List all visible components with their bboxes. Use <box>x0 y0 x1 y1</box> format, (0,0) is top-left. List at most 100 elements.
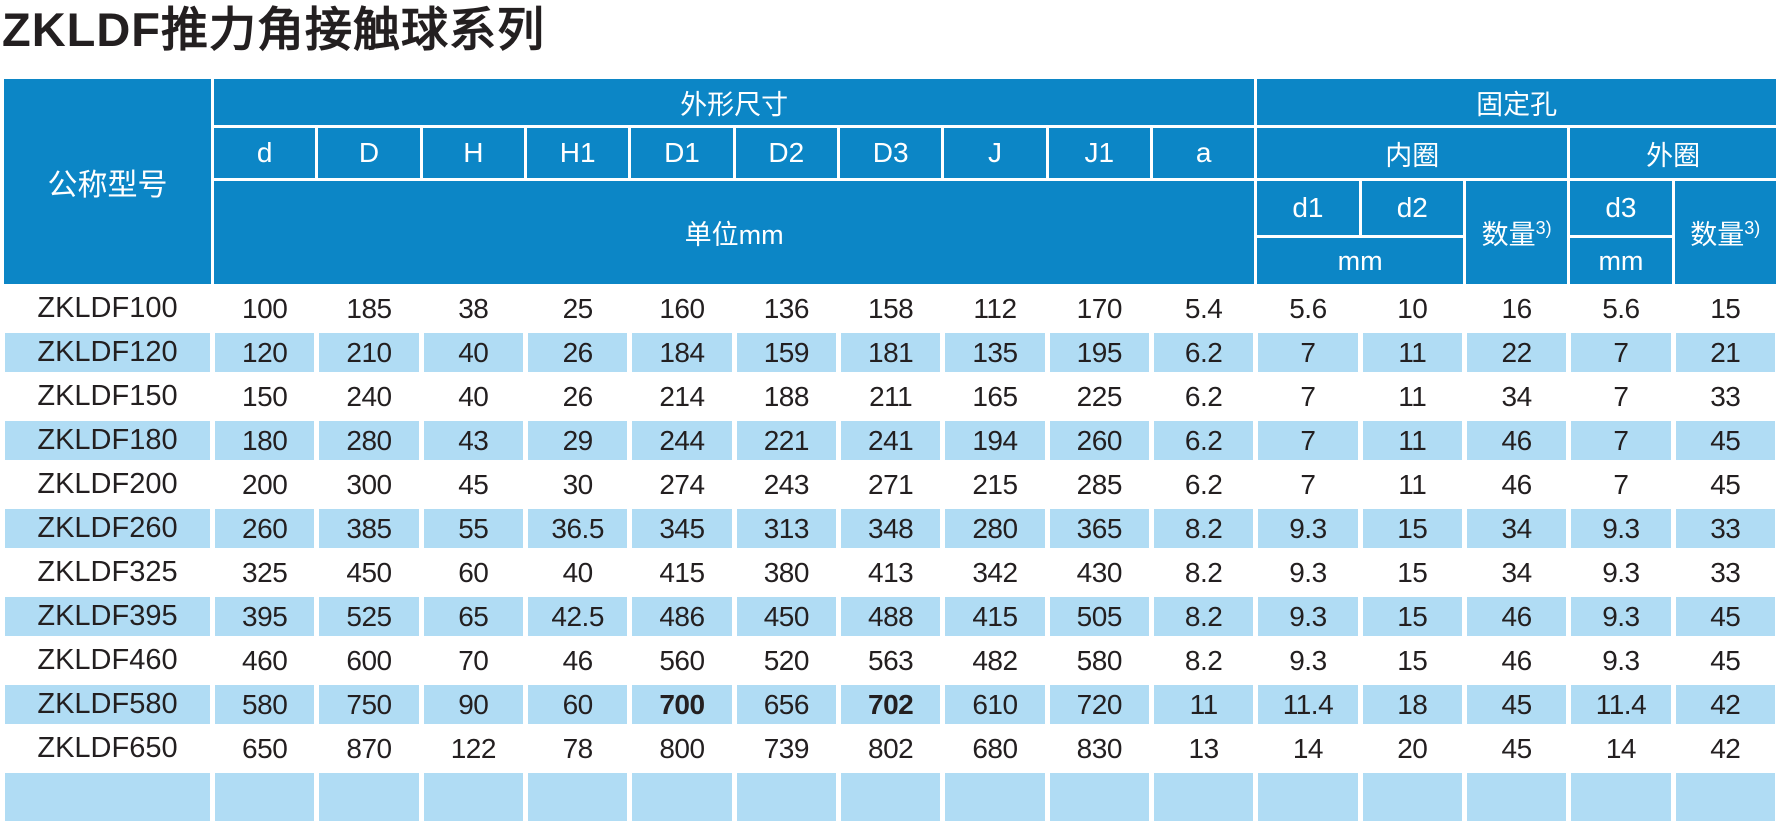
value-cell: 580 <box>209 680 320 729</box>
table-row: ZKLDF580 580 750 90 60 700 656 702 610 720 11 11.4 1… <box>0 680 1781 729</box>
value-cell: 8.2 <box>1148 592 1259 641</box>
value-cell: 46 <box>1461 636 1572 685</box>
value-cell: 26 <box>522 328 633 377</box>
model-cell: ZKLDF150 <box>0 372 215 421</box>
empty-cell <box>1461 768 1572 826</box>
col-header-inner-quantity: 数量3) <box>1462 178 1571 288</box>
group-header-inner-ring: 内圈 <box>1254 125 1571 181</box>
value-cell: 15 <box>1357 592 1467 641</box>
value-cell: 460 <box>209 636 320 685</box>
value-cell: 11 <box>1357 328 1467 377</box>
value-cell: 16 <box>1461 284 1572 333</box>
value-cell: 260 <box>1044 416 1154 465</box>
value-cell: 7 <box>1253 416 1363 465</box>
table-row: ZKLDF650 650 870 122 78 800 739 802 680 830 13 14 20… <box>0 724 1781 773</box>
value-cell: 9.3 <box>1253 504 1363 553</box>
value-cell: 18 <box>1357 680 1467 729</box>
value-cell: 486 <box>627 592 737 641</box>
value-cell: 11.4 <box>1566 680 1676 729</box>
value-cell: 136 <box>731 284 841 333</box>
value-cell: 30 <box>522 460 633 509</box>
table-row: ZKLDF150 150 240 40 26 214 188 211 165 225 6.2 7 11 3… <box>0 372 1781 421</box>
value-cell: 6.2 <box>1148 460 1259 509</box>
value-cell: 7 <box>1253 372 1363 421</box>
col-header-H: H <box>419 125 527 181</box>
value-cell: 38 <box>418 284 528 333</box>
value-cell: 600 <box>314 636 424 685</box>
value-cell: 78 <box>522 724 633 773</box>
value-cell: 120 <box>209 328 320 377</box>
value-cell: 45 <box>1670 636 1781 685</box>
value-cell: 158 <box>835 284 946 333</box>
model-cell: ZKLDF395 <box>0 592 215 641</box>
value-cell: 11.4 <box>1253 680 1363 729</box>
value-cell: 46 <box>522 636 633 685</box>
col-header-model: 公称型号 <box>1 76 214 288</box>
value-cell: 325 <box>209 548 320 597</box>
value-cell: 29 <box>522 416 633 465</box>
value-cell: 5.6 <box>1566 284 1676 333</box>
col-header-a: a <box>1149 125 1258 181</box>
value-cell: 22 <box>1461 328 1572 377</box>
footnote-marker: 3) <box>1744 218 1761 238</box>
value-cell: 45 <box>418 460 528 509</box>
value-cell: 14 <box>1253 724 1363 773</box>
value-cell: 9.3 <box>1566 504 1676 553</box>
value-cell: 42.5 <box>522 592 633 641</box>
value-cell: 8.2 <box>1148 636 1259 685</box>
value-cell: 45 <box>1461 680 1572 729</box>
table-row: ZKLDF200 200 300 45 30 274 243 271 215 285 6.2 7 11 4… <box>0 460 1781 509</box>
value-cell: 9.3 <box>1253 548 1363 597</box>
footnote-marker: 3) <box>1535 218 1552 238</box>
value-cell: 505 <box>1044 592 1154 641</box>
value-cell: 195 <box>1044 328 1154 377</box>
value-cell: 488 <box>835 592 946 641</box>
value-cell: 802 <box>835 724 946 773</box>
value-cell: 450 <box>731 592 841 641</box>
value-cell: 15 <box>1357 504 1467 553</box>
value-cell: 720 <box>1044 680 1154 729</box>
value-cell: 415 <box>627 548 737 597</box>
model-cell: ZKLDF200 <box>0 460 215 509</box>
col-header-d3: d3 <box>1567 178 1675 238</box>
value-cell: 413 <box>835 548 946 597</box>
value-cell: 6.2 <box>1148 372 1259 421</box>
value-cell: 430 <box>1044 548 1154 597</box>
value-cell: 194 <box>940 416 1050 465</box>
empty-cell <box>1357 768 1467 826</box>
value-cell: 170 <box>1044 284 1154 333</box>
model-cell: ZKLDF180 <box>0 416 215 465</box>
col-header-d: d <box>210 125 319 181</box>
header-row-columns: d D H H1 D1 D2 D3 J J1 a 内圈 外圈 <box>3 125 1779 181</box>
value-cell: 11 <box>1357 372 1467 421</box>
value-cell: 241 <box>835 416 946 465</box>
value-cell: 244 <box>627 416 737 465</box>
value-cell: 274 <box>627 460 737 509</box>
group-header-outer-ring: 外圈 <box>1567 125 1779 181</box>
table-row: ZKLDF180 180 280 43 29 244 221 241 194 260 6.2 7 11 4… <box>0 416 1781 465</box>
value-cell: 5.4 <box>1148 284 1259 333</box>
table-row: ZKLDF120 120 210 40 26 184 159 181 135 195 6.2 7 11 2… <box>0 328 1781 377</box>
value-cell: 33 <box>1670 504 1781 553</box>
value-cell: 8.2 <box>1148 504 1259 553</box>
value-cell: 150 <box>209 372 320 421</box>
col-header-D2: D2 <box>732 125 840 181</box>
value-cell: 11 <box>1148 680 1259 729</box>
value-cell: 260 <box>209 504 320 553</box>
value-cell: 700 <box>627 680 737 729</box>
value-cell: 800 <box>627 724 737 773</box>
value-cell: 11 <box>1357 460 1467 509</box>
value-cell: 40 <box>522 548 633 597</box>
empty-cell <box>0 768 215 826</box>
value-cell: 15 <box>1357 548 1467 597</box>
value-cell: 9.3 <box>1566 548 1676 597</box>
value-cell: 45 <box>1670 416 1781 465</box>
value-cell: 6.2 <box>1148 328 1259 377</box>
empty-cell <box>1253 768 1363 826</box>
value-cell: 525 <box>314 592 424 641</box>
value-cell: 830 <box>1044 724 1154 773</box>
col-header-D: D <box>315 125 423 181</box>
value-cell: 26 <box>522 372 633 421</box>
value-cell: 225 <box>1044 372 1154 421</box>
value-cell: 14 <box>1566 724 1676 773</box>
